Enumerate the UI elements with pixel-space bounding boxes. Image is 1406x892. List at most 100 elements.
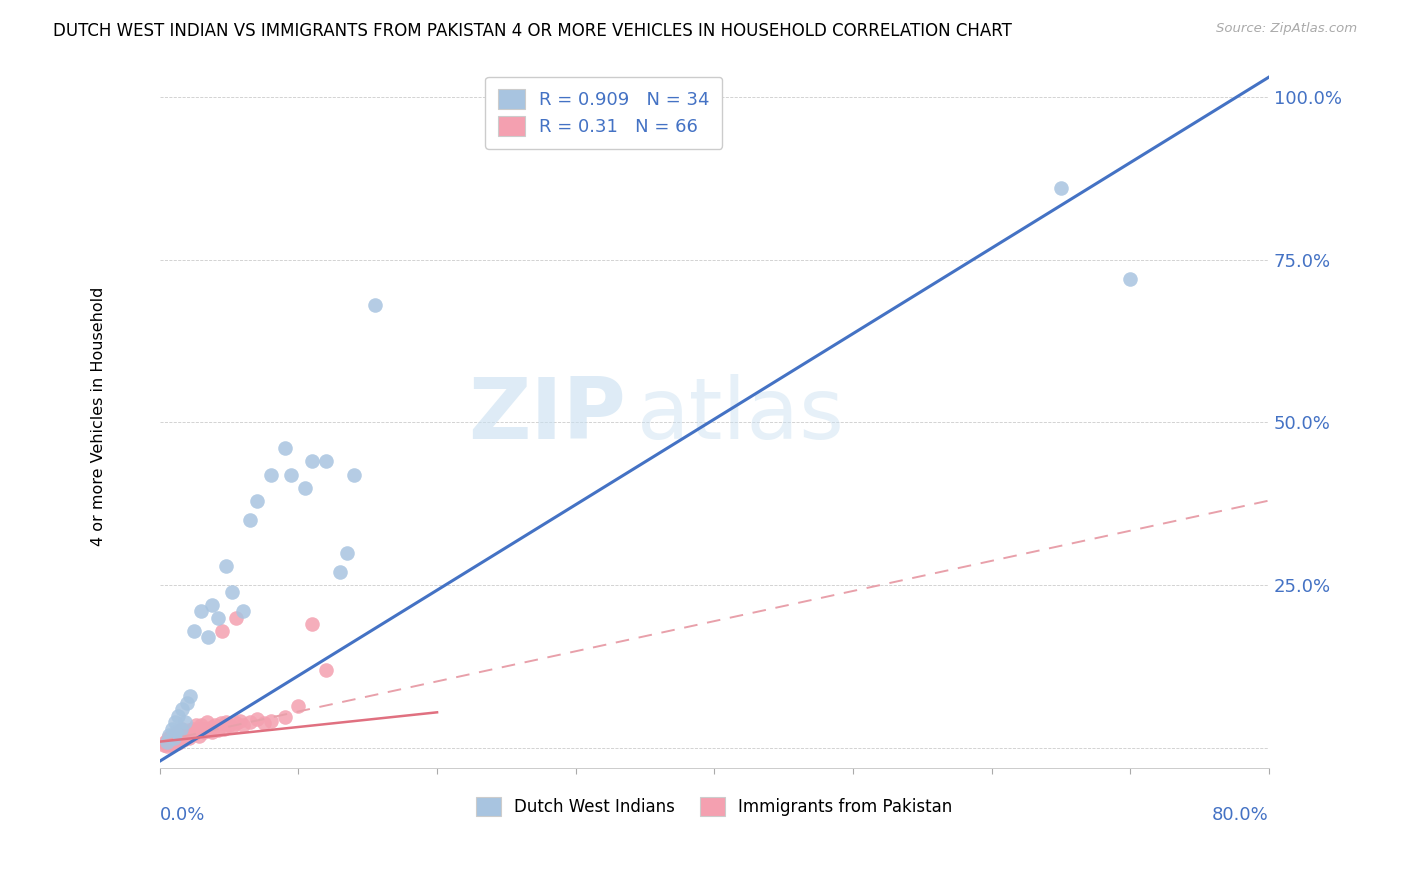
Point [218,718,240,732]
Point [166,724,188,739]
Point [179,689,201,703]
Point [301,454,323,468]
Point [162,722,184,736]
Point [201,724,224,739]
Point [160,730,183,744]
Point [198,722,221,736]
Point [177,731,200,746]
Point [190,604,212,618]
Point [1050,181,1073,195]
Text: 4 or more Vehicles in Household: 4 or more Vehicles in Household [91,286,107,546]
Point [197,631,219,645]
Point [187,722,209,736]
Point [221,720,243,734]
Point [211,624,233,638]
Point [301,617,323,632]
Point [193,724,215,739]
Point [180,727,202,741]
Point [209,716,232,731]
Point [212,722,235,736]
Point [162,731,184,746]
Point [177,723,200,737]
Point [193,722,215,736]
Text: Source: ZipAtlas.com: Source: ZipAtlas.com [1216,22,1357,36]
Point [163,728,186,742]
Point [157,731,180,746]
Point [162,733,184,747]
Point [280,467,302,482]
Point [204,718,226,732]
Point [188,723,211,737]
Point [159,737,181,751]
Point [190,718,212,732]
Point [156,736,179,750]
Point [179,728,201,742]
Point [172,731,194,746]
Point [336,546,359,560]
Point [162,731,184,746]
Point [246,712,269,726]
Point [215,715,238,730]
Text: 0.0%: 0.0% [160,806,205,824]
Point [363,298,385,312]
Point [163,715,186,730]
Point [225,716,247,731]
Point [156,734,179,748]
Text: atlas: atlas [637,375,845,458]
Point [225,611,247,625]
Text: ZIP: ZIP [468,375,626,458]
Point [187,730,209,744]
Point [315,454,337,468]
Text: DUTCH WEST INDIAN VS IMMIGRANTS FROM PAKISTAN 4 OR MORE VEHICLES IN HOUSEHOLD CO: DUTCH WEST INDIAN VS IMMIGRANTS FROM PAK… [53,22,1012,40]
Point [167,731,190,746]
Point [215,558,238,573]
Point [169,731,191,746]
Point [294,481,316,495]
Point [184,718,207,732]
Point [169,728,191,742]
Point [173,715,195,730]
Point [170,722,193,736]
Point [170,702,193,716]
Legend: Dutch West Indians, Immigrants from Pakistan: Dutch West Indians, Immigrants from Paki… [470,790,959,822]
Point [253,716,276,731]
Point [287,698,309,713]
Point [221,584,243,599]
Point [239,513,262,527]
Point [246,493,269,508]
Point [183,624,205,638]
Point [180,724,202,739]
Point [166,708,188,723]
Point [176,730,198,744]
Point [229,714,252,728]
Point [181,722,204,736]
Point [156,739,179,754]
Point [195,715,218,730]
Point [260,467,283,482]
Point [166,736,188,750]
Point [186,724,208,739]
Point [232,718,254,732]
Point [260,714,283,728]
Point [201,598,224,612]
Point [273,710,295,724]
Point [201,720,224,734]
Point [176,696,198,710]
Point [155,734,177,748]
Point [329,566,352,580]
Point [183,727,205,741]
Point [1119,272,1142,286]
Point [183,724,205,739]
Point [174,724,197,739]
Point [207,611,229,625]
Point [159,728,181,742]
Point [239,715,262,730]
Point [232,604,254,618]
Point [273,442,295,456]
Point [343,467,366,482]
Point [315,663,337,677]
Point [207,723,229,737]
Point [165,724,187,739]
Text: 80.0%: 80.0% [1212,806,1270,824]
Point [172,733,194,747]
